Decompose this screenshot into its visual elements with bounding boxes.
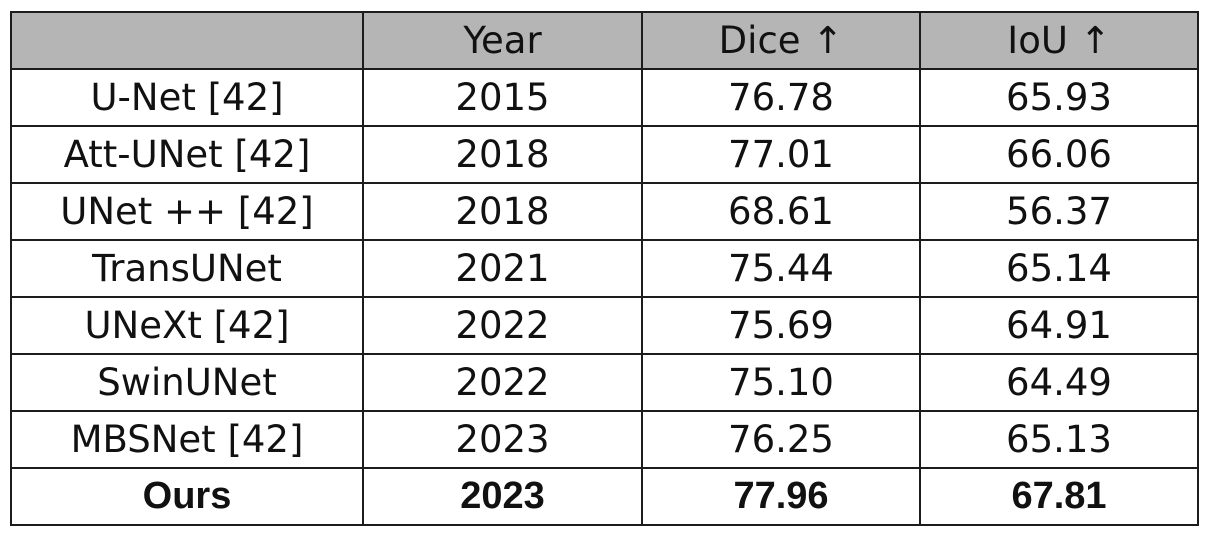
table-cell-dice: 75.44	[641, 239, 921, 298]
table-cell-iou: 67.81	[919, 467, 1199, 526]
results-table-container: Year Dice ↑ IoU ↑ U-Net [42] 2015 76.78 65.…	[10, 11, 1199, 526]
table-cell-year: 2018	[362, 125, 643, 184]
table-cell-year: 2023	[362, 467, 643, 526]
table-cell-dice: 77.96	[641, 467, 921, 526]
table-cell-iou: 64.49	[919, 353, 1199, 412]
table-body: U-Net [42] 2015 76.78 65.93 Att-UNet [42] 201…	[10, 68, 1199, 526]
table-cell-method: MBSNet [42]	[10, 410, 364, 469]
table-cell-method: TransUNet	[10, 239, 364, 298]
results-table: Year Dice ↑ IoU ↑ U-Net [42] 2015 76.78 65.…	[10, 11, 1199, 526]
table-cell-iou: 65.93	[919, 68, 1199, 127]
table-row: UNeXt [42] 2022 75.69 64.91	[10, 296, 1199, 355]
table-cell-dice: 75.10	[641, 353, 921, 412]
header-cell-method	[10, 11, 364, 70]
table-row: UNet ++ [42] 2018 68.61 56.37	[10, 182, 1199, 241]
table-cell-method: Att-UNet [42]	[10, 125, 364, 184]
table-header: Year Dice ↑ IoU ↑	[10, 11, 1199, 70]
table-cell-method: SwinUNet	[10, 353, 364, 412]
table-cell-year: 2023	[362, 410, 643, 469]
table-cell-dice: 68.61	[641, 182, 921, 241]
table-cell-dice: 76.25	[641, 410, 921, 469]
table-row: SwinUNet 2022 75.10 64.49	[10, 353, 1199, 412]
table-cell-iou: 64.91	[919, 296, 1199, 355]
table-cell-method: U-Net [42]	[10, 68, 364, 127]
table-cell-year: 2015	[362, 68, 643, 127]
table-cell-year: 2022	[362, 296, 643, 355]
table-cell-iou: 56.37	[919, 182, 1199, 241]
header-cell-dice: Dice ↑	[641, 11, 921, 70]
table-cell-method: UNeXt [42]	[10, 296, 364, 355]
table-cell-year: 2022	[362, 353, 643, 412]
table-cell-dice: 77.01	[641, 125, 921, 184]
table-row: Att-UNet [42] 2018 77.01 66.06	[10, 125, 1199, 184]
header-cell-iou: IoU ↑	[919, 11, 1199, 70]
table-row: MBSNet [42] 2023 76.25 65.13	[10, 410, 1199, 469]
table-cell-iou: 65.14	[919, 239, 1199, 298]
table-row: U-Net [42] 2015 76.78 65.93	[10, 68, 1199, 127]
header-cell-year: Year	[362, 11, 643, 70]
table-cell-method: UNet ++ [42]	[10, 182, 364, 241]
table-cell-year: 2018	[362, 182, 643, 241]
table-cell-year: 2021	[362, 239, 643, 298]
table-cell-iou: 66.06	[919, 125, 1199, 184]
table-cell-dice: 75.69	[641, 296, 921, 355]
table-cell-iou: 65.13	[919, 410, 1199, 469]
table-cell-method: Ours	[10, 467, 364, 526]
header-row: Year Dice ↑ IoU ↑	[10, 11, 1199, 70]
table-cell-dice: 76.78	[641, 68, 921, 127]
table-row: Ours 2023 77.96 67.81	[10, 467, 1199, 526]
table-row: TransUNet 2021 75.44 65.14	[10, 239, 1199, 298]
